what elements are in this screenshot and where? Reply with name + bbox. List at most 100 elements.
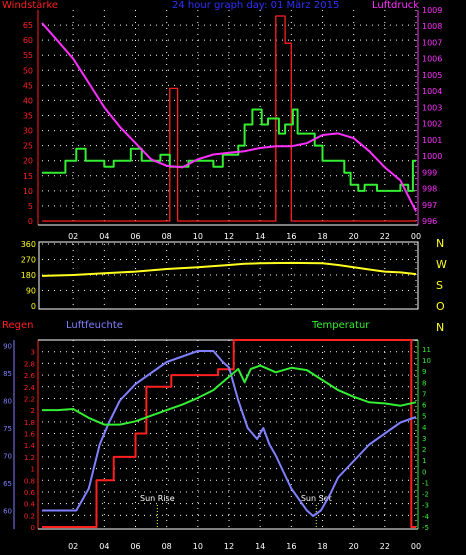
p3-rain-tick: 1 (31, 466, 35, 474)
p3-rain-tick: 2 (31, 407, 35, 415)
p3-rain-tick: 1.6 (24, 431, 36, 439)
compass-letter-n: N (436, 321, 444, 334)
p1-ytick-right-label: 1002 (422, 120, 442, 129)
panel1-right-label: Luftdruck (372, 0, 420, 11)
p1-xtick-label: 10 (193, 232, 203, 241)
p3-temp-tick: 4 (422, 424, 427, 432)
p1-ytick-label: 10 (23, 187, 33, 196)
p1-xtick-label: 06 (130, 232, 140, 241)
p1-ytick-right-label: 1007 (422, 38, 442, 47)
p1-ytick-right-label: 999 (422, 168, 437, 177)
p3-series-hum (42, 350, 417, 517)
p1-ytick-label: 25 (23, 142, 33, 151)
p3-temp-tick: -2 (422, 491, 429, 499)
p1-xtick-label: 14 (255, 232, 265, 241)
p2-ytick-label: 180 (21, 271, 36, 280)
p1-ytick-right-label: 1000 (422, 152, 442, 161)
p1-ytick-right-label: 1001 (422, 136, 442, 145)
p2-frame (38, 241, 419, 310)
p1-ytick-label: 35 (23, 112, 33, 121)
p2-series-winddir (41, 261, 417, 277)
p1-ytick-label: 40 (23, 96, 33, 105)
p1-ytick-right-label: 1009 (422, 6, 442, 15)
p3-temp-tick: 7 (422, 390, 426, 398)
p3-temp-tick: 3 (422, 435, 426, 443)
p3-series-temp (42, 364, 417, 426)
p1-xtick-label: 18 (317, 232, 327, 241)
p1-ytick-right-label: 996 (422, 217, 437, 226)
p1-ytick-right-label: 1008 (422, 22, 442, 31)
chart-title: 24 hour graph day: 01 März 2015 (172, 0, 340, 11)
p3-rain-tick: 2.4 (24, 384, 36, 392)
p3-xtick-label: 22 (380, 542, 390, 551)
p3-temp-tick: -3 (422, 502, 429, 510)
p3-xtick-label: 12 (224, 542, 234, 551)
p1-ytick-right-label: 1004 (422, 87, 442, 96)
p3-rain-tick: 0.8 (24, 477, 35, 485)
p3-temp-tick: 10 (422, 357, 431, 365)
p3-temp-tick: 8 (422, 379, 426, 387)
rain-label: Regen (2, 320, 34, 331)
p3-temp-tick: 6 (422, 402, 427, 410)
p1-xtick-label: 20 (349, 232, 359, 241)
p1-ytick-right-label: 998 (422, 185, 437, 194)
panel1-left-label: Windstärke (2, 0, 59, 11)
p3-temp-tick: 5 (422, 413, 426, 421)
p3-xtick-label: 06 (130, 542, 140, 551)
p1-ytick-label: 55 (23, 51, 33, 60)
p3-hum-tick: 80 (3, 398, 12, 406)
sunrise-label: Sun Rise (140, 494, 175, 503)
p3-rain-tick: 1.2 (24, 454, 35, 462)
p3-rain-tick: 3 (31, 349, 35, 357)
p1-ytick-label: 45 (23, 81, 33, 90)
temperature-label: Temperatur (312, 320, 370, 331)
p1-ytick-right-label: 997 (422, 201, 437, 210)
p1-xtick-label: 02 (68, 232, 78, 241)
p1-xtick-label: 04 (99, 232, 109, 241)
compass-letter-w: W (436, 258, 447, 271)
p3-xtick-label: 18 (317, 542, 327, 551)
p3-temp-tick: 9 (422, 368, 426, 376)
p3-rain-tick: 1.8 (24, 419, 35, 427)
p3-xtick-label: 04 (99, 542, 109, 551)
p1-xtick-label: 08 (162, 232, 172, 241)
p3-xtick-label: 02 (68, 542, 78, 551)
p3-rain-tick: 0.6 (24, 489, 36, 497)
humidity-label: Luftfeuchte (66, 320, 123, 331)
compass-letter-n: N (436, 237, 444, 250)
p3-rain-tick: 2.6 (24, 372, 36, 380)
p1-ytick-label: 20 (23, 157, 33, 166)
p1-ytick-label: 60 (23, 36, 33, 45)
p1-xtick-label: 00 (411, 232, 421, 241)
p3-hum-tick: 60 (3, 508, 12, 516)
p3-xtick-label: 00 (411, 542, 421, 551)
p1-ytick-right-label: 1003 (422, 103, 442, 112)
p3-xtick-label: 16 (286, 542, 296, 551)
p1-ytick-label: 5 (28, 202, 33, 211)
p3-rain-tick: 1.4 (24, 442, 36, 450)
p3-xtick-label: 14 (255, 542, 265, 551)
p3-temp-tick: 0 (422, 468, 426, 476)
p3-xtick-label: 08 (162, 542, 172, 551)
p3-rain-tick: 0 (31, 524, 35, 532)
p1-ytick-right-label: 1005 (422, 71, 442, 80)
p3-hum-tick: 85 (3, 370, 12, 378)
p3-hum-tick: 75 (3, 425, 12, 433)
p3-temp-tick: -5 (422, 524, 429, 532)
p3-hum-tick: 65 (3, 480, 12, 488)
p2-ytick-label: 270 (21, 256, 36, 265)
p3-xtick-label: 20 (349, 542, 359, 551)
p3-temp-tick: 2 (422, 446, 426, 454)
p1-ytick-label: 30 (23, 127, 33, 136)
p3-hum-tick: 70 (3, 453, 12, 461)
p1-ytick-label: 0 (28, 217, 33, 226)
p1-xtick-label: 12 (224, 232, 234, 241)
p3-temp-tick: -1 (422, 479, 429, 487)
p1-series-avgwind (42, 108, 416, 192)
p1-ytick-label: 65 (23, 21, 33, 30)
p1-xtick-label: 22 (380, 232, 390, 241)
p1-ytick-right-label: 1006 (422, 55, 442, 64)
p3-xtick-label: 10 (193, 542, 203, 551)
p3-rain-tick: 0.4 (24, 501, 36, 509)
p2-ytick-label: 90 (26, 287, 36, 296)
